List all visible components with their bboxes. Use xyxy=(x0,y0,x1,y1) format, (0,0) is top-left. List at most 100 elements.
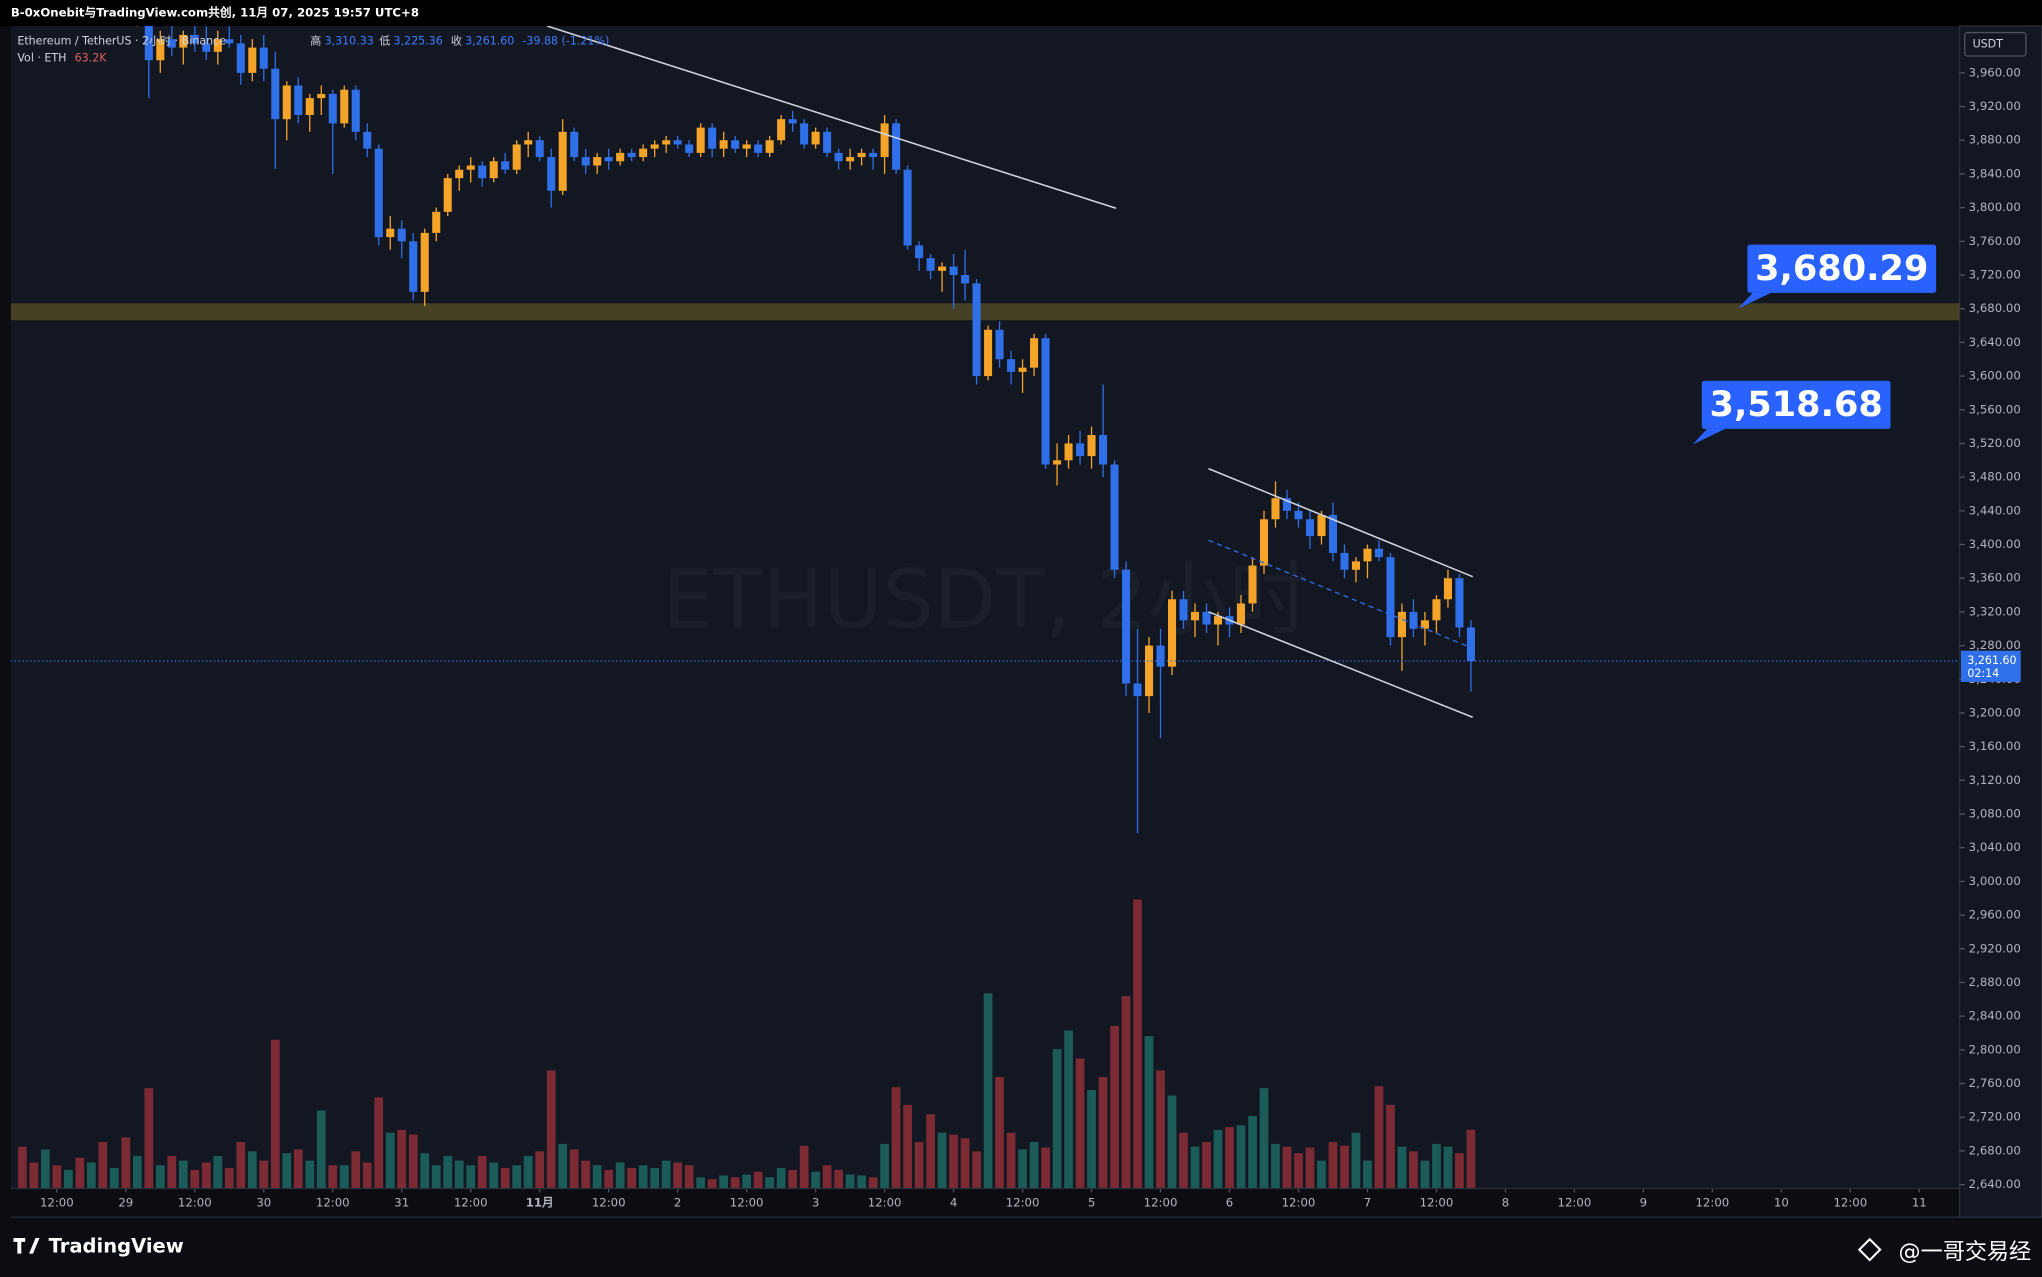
volume-bar xyxy=(1202,1142,1211,1189)
volume-bar xyxy=(1317,1160,1326,1189)
candle-body xyxy=(880,123,889,158)
candle-body xyxy=(1443,578,1452,600)
y-tick-label: 3,200.00 xyxy=(1969,705,2021,719)
volume-bar xyxy=(443,1155,453,1189)
candle-body xyxy=(823,131,832,153)
candle-body xyxy=(558,131,567,191)
volume-bar xyxy=(1397,1146,1407,1189)
candle-body xyxy=(604,157,613,162)
candle-body xyxy=(432,211,441,233)
volume-bar xyxy=(328,1165,338,1189)
volume-bar xyxy=(535,1151,545,1189)
candle-body xyxy=(409,241,418,292)
candle-body xyxy=(190,34,199,44)
candle-body xyxy=(972,283,981,377)
candle-body xyxy=(1374,548,1383,558)
volume-bar xyxy=(224,1168,234,1189)
candle-body xyxy=(374,148,383,238)
candle-body xyxy=(892,123,901,170)
legend: Ethereum / TetherUS · 2小时 · Binance 高 3,… xyxy=(17,34,609,65)
volume-bar xyxy=(362,1162,372,1189)
volume-bar xyxy=(155,1165,165,1189)
candle-body xyxy=(800,123,809,145)
volume-bar xyxy=(236,1142,246,1189)
volume-bar xyxy=(109,1168,119,1189)
volume-bar xyxy=(385,1132,395,1189)
volume-bar xyxy=(719,1175,729,1189)
x-tick-label: 3 xyxy=(812,1195,819,1209)
candle-body xyxy=(1466,627,1475,662)
volume-bar xyxy=(17,1146,27,1189)
y-tick-label: 3,800.00 xyxy=(1969,200,2021,214)
volume-bar xyxy=(569,1149,579,1189)
candle-body xyxy=(926,258,935,271)
candle-body xyxy=(1409,611,1418,629)
volume-bar xyxy=(1179,1132,1188,1189)
watermark: ETHUSDT, 2小时 xyxy=(663,553,1310,647)
candle-body xyxy=(903,169,912,246)
volume-bar xyxy=(937,1132,947,1189)
candle-body xyxy=(1064,443,1073,461)
volume-bar xyxy=(1190,1146,1200,1189)
candle-body xyxy=(616,152,625,162)
volume-bar xyxy=(1432,1143,1441,1189)
volume-bar xyxy=(776,1168,786,1189)
candle-body xyxy=(650,144,659,149)
volume-bar xyxy=(351,1151,361,1189)
volume-bar xyxy=(1305,1147,1315,1189)
volume-bar xyxy=(121,1137,131,1189)
volume-bar xyxy=(63,1169,73,1189)
candle-body xyxy=(386,228,395,238)
trend-line xyxy=(546,26,1117,210)
currency-box[interactable] xyxy=(1964,31,2027,57)
candle-body xyxy=(1432,599,1441,621)
footer: TradingView @一哥交易经 xyxy=(13,1235,2031,1265)
volume-bar xyxy=(868,1177,878,1189)
volume-bar xyxy=(822,1165,832,1189)
volume-bar xyxy=(247,1151,257,1189)
volume-bar xyxy=(75,1157,85,1189)
x-tick-label: 12:00 xyxy=(316,1195,350,1209)
candle-body xyxy=(1271,498,1280,520)
volume-bar xyxy=(52,1165,62,1189)
volume-bar xyxy=(972,1151,981,1189)
candle-body xyxy=(1305,519,1315,537)
volume-bar xyxy=(1156,1070,1165,1189)
volume-bar xyxy=(1144,1036,1154,1189)
volume-bar xyxy=(1041,1147,1050,1189)
x-tick-label: 12:00 xyxy=(1558,1195,1592,1209)
candle-body xyxy=(351,89,360,132)
candle-body xyxy=(1202,611,1211,625)
volume-bar xyxy=(316,1110,326,1189)
volume-bar xyxy=(282,1153,292,1189)
candle-body xyxy=(1420,620,1429,629)
volume-bar xyxy=(1340,1145,1349,1189)
volume-bar xyxy=(707,1179,717,1189)
legend-symbol: Ethereum / TetherUS · 2小时 · Binance xyxy=(17,35,226,48)
volume-bar xyxy=(857,1175,866,1189)
volume-bar xyxy=(1271,1143,1280,1189)
y-tick-label: 3,640.00 xyxy=(1969,335,2021,349)
header-title: B-0xOnebit与TradingView.com共创, 11月 07, 20… xyxy=(11,6,419,20)
candle-body xyxy=(1294,510,1303,520)
volume-bar xyxy=(454,1160,464,1189)
annotation-box xyxy=(1701,380,1891,429)
candle-body xyxy=(225,39,234,44)
x-tick-label: 12:00 xyxy=(454,1195,488,1209)
volume-bar xyxy=(1351,1132,1361,1189)
candle-body xyxy=(708,127,717,149)
channel-lower xyxy=(1208,611,1473,718)
candle-body xyxy=(455,169,464,179)
volume-bar xyxy=(1374,1086,1384,1189)
candle-body xyxy=(961,274,970,284)
candle-body xyxy=(236,43,245,73)
volume-bar xyxy=(914,1142,924,1189)
candle-body xyxy=(248,47,257,73)
volume-bar xyxy=(374,1097,384,1189)
candle-body xyxy=(581,157,590,166)
volume-bar xyxy=(1133,899,1142,1189)
y-tick-label: 3,600.00 xyxy=(1969,369,2021,383)
candle-body xyxy=(294,85,303,115)
legend-change: -39.88 (-1.21%) xyxy=(522,35,609,48)
